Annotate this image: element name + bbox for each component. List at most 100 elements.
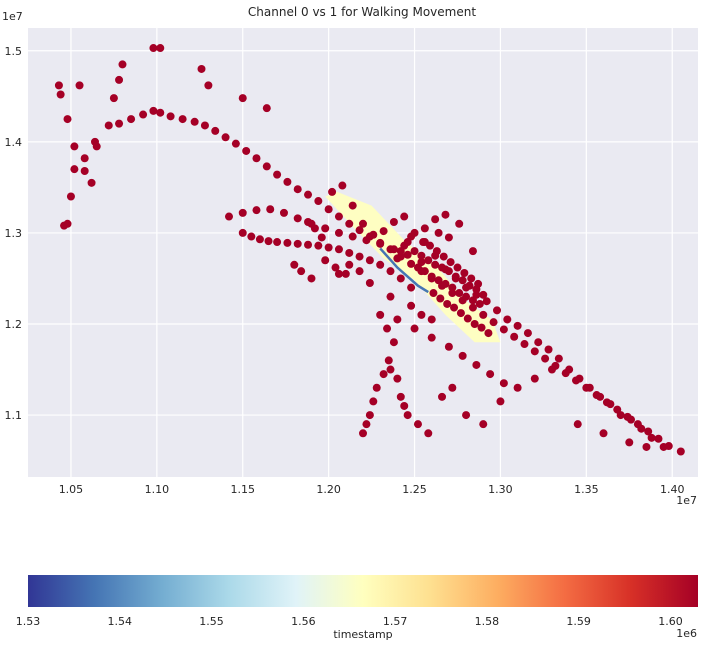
scatter-point: [523, 329, 532, 338]
scatter-point: [262, 104, 271, 113]
scatter-point: [644, 427, 653, 436]
scatter-point: [290, 260, 299, 269]
scatter-point: [389, 338, 398, 347]
x-tick-label: 1.15: [230, 483, 255, 496]
scatter-point: [383, 324, 392, 333]
scatter-point: [384, 356, 393, 365]
scatter-point: [448, 383, 457, 392]
scatter-point: [156, 44, 165, 53]
scatter-point: [407, 259, 416, 268]
scatter-point: [109, 94, 118, 103]
scatter-point: [304, 190, 313, 199]
scatter-point: [424, 429, 433, 438]
scatter-point: [355, 252, 364, 261]
scatter-point: [486, 370, 495, 379]
plot-area: [28, 28, 698, 477]
scatter-point: [424, 256, 433, 265]
scatter-point: [654, 434, 663, 443]
scatter-point: [534, 338, 543, 347]
scatter-point: [450, 303, 459, 312]
scatter-point: [427, 333, 436, 342]
colorbar-tick-label: 1.59: [566, 615, 591, 628]
scatter-point: [304, 217, 313, 226]
colorbar-tick-label: 1.56: [291, 615, 316, 628]
scatter-point: [283, 177, 292, 186]
scatter-point: [376, 310, 385, 319]
scatter-point: [63, 115, 72, 124]
scatter-point: [513, 383, 522, 392]
y-tick-label: 1.4: [5, 136, 23, 149]
colorbar-tick-label: 1.55: [199, 615, 224, 628]
colorbar: [28, 575, 698, 607]
scatter-point: [365, 411, 374, 420]
scatter-point: [255, 235, 264, 244]
scatter-point: [66, 192, 75, 201]
scatter-point: [70, 165, 79, 174]
scatter-point: [396, 274, 405, 283]
colorbar-tick-label: 1.58: [475, 615, 500, 628]
scatter-point: [616, 411, 625, 420]
scatter-point: [431, 260, 440, 269]
scatter-point: [104, 121, 113, 130]
scatter-point: [115, 119, 124, 128]
scatter-point: [331, 263, 340, 272]
scatter-point: [484, 329, 493, 338]
scatter-point: [359, 429, 367, 438]
scatter-point: [474, 279, 483, 288]
scatter-point: [247, 232, 256, 241]
scatter-point: [499, 325, 508, 334]
scatter-point: [400, 212, 409, 221]
scatter-point: [554, 354, 563, 363]
scatter-point: [432, 247, 441, 256]
scatter-point: [321, 256, 330, 265]
scatter-point: [475, 299, 484, 308]
scatter-point: [379, 227, 388, 236]
scatter-point: [413, 420, 422, 429]
colorbar-tick-labels: 1.53 1.54 1.55 1.56 1.57 1.58 1.59 1.60: [16, 615, 683, 628]
scatter-point: [443, 299, 452, 308]
scatter-point: [355, 267, 364, 276]
scatter-point: [499, 379, 508, 388]
scatter-point: [139, 110, 148, 119]
scatter-point: [439, 252, 448, 261]
scatter-point: [314, 241, 323, 250]
scatter-point: [362, 236, 371, 245]
scatter-point: [393, 374, 402, 383]
scatter-points: [54, 44, 685, 456]
scatter-point: [465, 281, 474, 290]
scatter-point: [448, 283, 457, 292]
scatter-point: [441, 279, 450, 288]
scatter-point: [460, 268, 469, 277]
scatter-point: [345, 260, 354, 269]
scatter-point: [379, 370, 388, 379]
scatter-point: [115, 75, 124, 84]
scatter-point: [345, 248, 354, 257]
scatter-point: [441, 210, 450, 219]
scatter-point: [417, 310, 426, 319]
scatter-point: [462, 411, 471, 420]
scatter-point: [178, 115, 187, 124]
scatter-point: [444, 342, 453, 351]
scatter-point: [293, 239, 302, 248]
scatter-point: [513, 321, 522, 330]
scatter-point: [403, 250, 412, 259]
scatter-point: [91, 137, 99, 146]
scatter-point: [63, 219, 72, 228]
scatter-point: [70, 142, 79, 151]
x-tick-label: 1.35: [574, 483, 599, 496]
scatter-point: [599, 429, 608, 438]
scatter-point: [446, 258, 455, 267]
scatter-point: [477, 323, 486, 332]
colorbar-label: timestamp: [333, 628, 392, 641]
scatter-point: [637, 424, 646, 433]
scatter-point: [200, 121, 209, 130]
scatter-point: [479, 290, 488, 299]
scatter-point: [225, 212, 233, 221]
scatter-point: [324, 243, 333, 252]
x-tick-label: 1.25: [402, 483, 427, 496]
scatter-point: [238, 208, 247, 217]
y-tick-label: 1.5: [5, 45, 23, 58]
scatter-point: [149, 106, 158, 115]
scatter-point: [348, 232, 357, 241]
scatter-point: [293, 185, 302, 194]
